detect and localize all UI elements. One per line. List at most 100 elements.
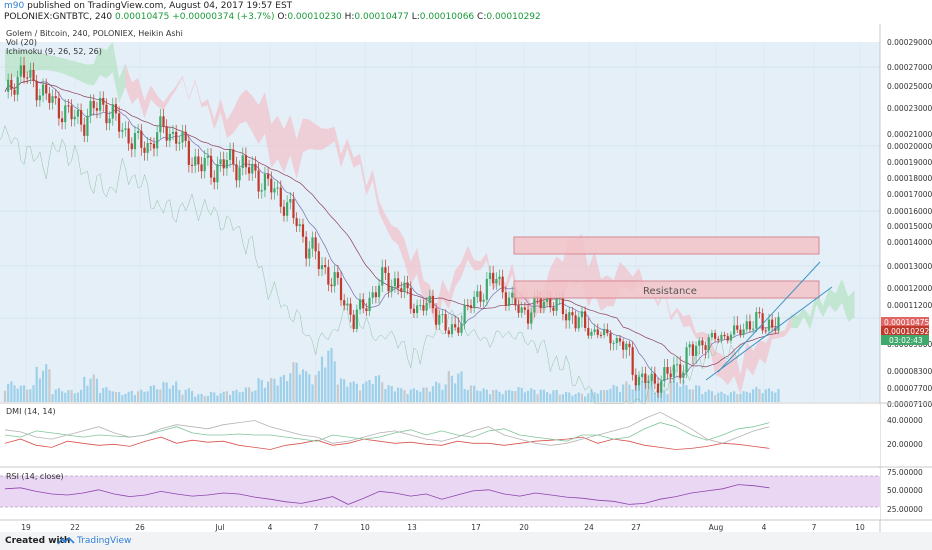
volume-bar [48, 369, 51, 402]
volume-bar [219, 393, 222, 402]
volume-bar [488, 394, 492, 402]
candle-body [666, 367, 669, 374]
close-price-tag-bg [881, 326, 929, 336]
chart-area[interactable]: Resistance 0.00029000 0.00027000 0.0002500… [0, 24, 932, 532]
last-price: 0.00010475 [114, 12, 170, 22]
time-tick-label: 7 [812, 523, 817, 532]
volume-bar [514, 391, 517, 402]
candle-body [558, 298, 561, 300]
candle-body [247, 167, 251, 174]
volume-bar [352, 381, 355, 402]
candle-body [29, 70, 32, 78]
rsi-tick-75: 75.00000 [887, 468, 923, 477]
cloud-segment [81, 63, 88, 85]
tradingview-brand[interactable]: TradingView [77, 536, 132, 546]
candle-body [511, 292, 514, 298]
time-tick-label: 19 [21, 523, 31, 532]
candle-body [641, 373, 644, 378]
cloud-segment [195, 79, 202, 108]
grid-lines [0, 42, 880, 402]
volume-bar [463, 388, 466, 402]
cloud-segment [391, 225, 399, 245]
volume-bar [381, 382, 384, 402]
low-value: 0.00010066 [419, 12, 475, 22]
time-axis-ticks: 19 22 26 Jul 4 7 10 13 17 20 24 27 Aug 4 7 10 [21, 523, 865, 532]
candle-body [38, 95, 41, 101]
time-tick-label: 10 [855, 523, 865, 532]
candle-body [428, 295, 431, 303]
cloud-segment [201, 99, 208, 108]
cloud-segment [347, 138, 354, 168]
channel-lower-line[interactable] [705, 286, 833, 381]
volume-bar [466, 389, 469, 402]
volume-bar [162, 381, 165, 402]
volume-bar [324, 367, 327, 402]
volume-bar [729, 392, 733, 402]
candle-body [691, 344, 694, 356]
cloud-segment [226, 109, 234, 138]
candle-body [580, 311, 584, 318]
cloud-segment [702, 331, 709, 343]
volume-bar [599, 390, 603, 402]
cloud-segment [322, 128, 329, 150]
candle-body [777, 316, 780, 331]
volume-bar [254, 390, 257, 402]
cloud-segment [360, 153, 367, 196]
candle-body [400, 288, 403, 292]
candle-body [99, 97, 102, 111]
candle-body [441, 314, 444, 316]
cloud-segment [87, 63, 94, 86]
volume-bar [279, 376, 282, 402]
cloud-segment [822, 288, 830, 318]
time-tick-label: 26 [135, 523, 145, 532]
volume-bar [38, 378, 41, 402]
cloud-segment [11, 49, 18, 79]
volume-bar [289, 373, 292, 402]
volume-bar [187, 388, 190, 402]
candle-body [156, 132, 159, 149]
cloud-segment [264, 92, 272, 168]
candle-body [396, 278, 400, 289]
candle-body [454, 324, 457, 328]
volume-bar [108, 390, 111, 402]
candle-body [339, 277, 343, 301]
candle-body [365, 308, 368, 312]
price-tick-label: 0.00007700 [887, 384, 932, 393]
candle-body [517, 305, 520, 313]
channel-upper-line[interactable] [717, 261, 821, 373]
candle-body [308, 248, 311, 259]
candle-body [748, 321, 752, 330]
candle-body [609, 333, 612, 344]
candle-body [688, 344, 691, 348]
cloud-segment [670, 307, 678, 322]
volume-bar [70, 390, 73, 402]
volume-bar [425, 387, 428, 402]
candle-body [564, 314, 568, 321]
candle-body [336, 272, 339, 278]
candle-body [257, 170, 260, 192]
volume-bar [653, 392, 656, 402]
author-link[interactable]: m90 [4, 1, 25, 11]
volume-bar [568, 392, 571, 402]
candle-body [752, 328, 755, 330]
cloud-segment [144, 85, 151, 119]
candle-body [286, 202, 289, 216]
candle-body [60, 118, 64, 123]
volume-bar [609, 388, 612, 402]
volume-bar [558, 394, 561, 402]
volume-bar [295, 362, 298, 402]
cloud-segment [30, 51, 37, 72]
volume-bar [454, 383, 457, 402]
candle-body [184, 131, 187, 141]
candle-body [473, 296, 476, 309]
volume-bar [767, 388, 771, 402]
time-tick-label: 10 [360, 523, 370, 532]
cloud-segment [791, 314, 798, 329]
volume-bar [349, 382, 352, 402]
volume-bar [713, 395, 717, 402]
candle-body [165, 126, 168, 141]
resistance-zone[interactable] [513, 280, 820, 299]
resistance-zone-upper[interactable] [513, 236, 820, 255]
cloud-segment [455, 261, 462, 288]
volume-bar [679, 386, 682, 402]
